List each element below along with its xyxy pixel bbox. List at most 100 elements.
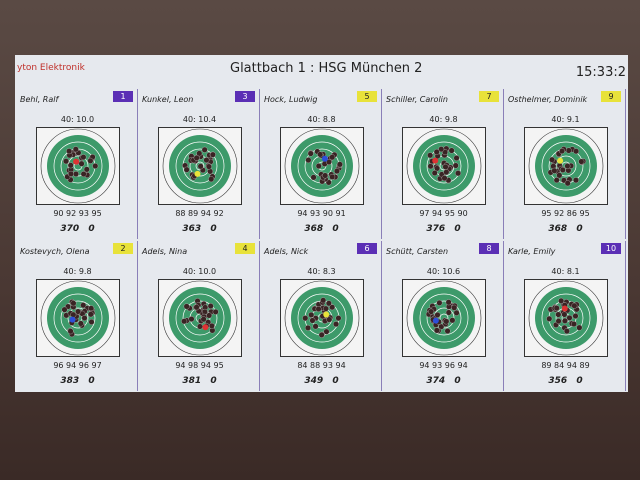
shot-hole xyxy=(80,154,87,161)
ring xyxy=(535,287,597,349)
series-scores: 89 84 94 89 xyxy=(541,361,590,370)
shot-hole xyxy=(72,146,79,153)
shot-hole xyxy=(431,170,438,176)
shot-hole xyxy=(207,303,214,310)
shot-hole xyxy=(205,163,212,170)
shot-hole xyxy=(315,163,322,169)
last-shot: 40: 9.8 xyxy=(63,267,92,276)
player-card: Schiller, Carolin 7 40: 9.8 97 94 95 90 376 … xyxy=(384,89,504,239)
shot-hole xyxy=(325,300,332,307)
ring xyxy=(419,141,469,191)
lane-badge: 4 xyxy=(235,243,255,254)
shot-hole xyxy=(317,151,324,158)
shot-hole xyxy=(203,157,210,164)
shot-hole xyxy=(427,163,434,170)
extra: 0 xyxy=(88,376,95,386)
total-score: 370 0 xyxy=(18,224,137,234)
extra: 0 xyxy=(332,376,339,386)
shot-hole xyxy=(197,163,204,170)
total-score: 381 0 xyxy=(140,376,259,386)
series-scores: 95 92 86 95 xyxy=(541,209,590,218)
last-shot-hole xyxy=(432,317,439,324)
lane-badge: 5 xyxy=(357,91,377,102)
last-shot-hole xyxy=(557,157,564,164)
shot-hole xyxy=(452,162,459,169)
total-score: 376 0 xyxy=(384,224,503,234)
shot-hole xyxy=(188,316,195,322)
ring xyxy=(426,300,462,336)
shot-hole xyxy=(571,302,578,309)
shot-hole xyxy=(88,319,95,325)
last-shot: 40: 8.8 xyxy=(307,115,336,124)
shot-hole xyxy=(87,311,94,318)
player-card: Schütt, Carsten 8 40: 10.6 94 93 96 94 374 0 xyxy=(384,241,504,391)
clock: 15:33:2 xyxy=(575,65,626,80)
ring xyxy=(60,300,96,336)
player-name: Schiller, Carolin xyxy=(386,95,448,104)
last-shot-hole xyxy=(69,316,76,323)
shot-hole xyxy=(433,327,440,334)
shot-hole xyxy=(555,311,562,318)
target xyxy=(158,127,242,205)
shot-hole xyxy=(73,171,79,177)
total: 374 xyxy=(426,376,446,386)
player-card: Hock, Ludwig 5 40: 8.8 94 93 90 91 368 0 xyxy=(262,89,382,239)
player-name: Hock, Ludwig xyxy=(264,95,318,104)
brand: yton Elektronik xyxy=(17,63,85,73)
shot-hole xyxy=(320,297,327,304)
ring xyxy=(419,293,469,343)
ring xyxy=(297,141,347,191)
lane-badge: 10 xyxy=(601,243,621,254)
shot-hole xyxy=(558,297,565,304)
target xyxy=(402,279,486,357)
shot-hole xyxy=(315,306,322,312)
total: 370 xyxy=(60,224,80,234)
ring xyxy=(528,128,604,204)
shot-hole xyxy=(63,158,70,165)
last-shot-hole xyxy=(323,311,330,318)
extra: 0 xyxy=(454,376,461,386)
shot-hole xyxy=(75,308,81,315)
shot-hole xyxy=(80,302,87,309)
player-card: Behl, Ralf 1 40: 10.0 90 92 93 95 370 0 xyxy=(18,89,138,239)
shot-hole xyxy=(571,321,577,327)
shot-hole xyxy=(329,304,336,311)
player-card: Kostevych, Olena 2 40: 9.8 96 94 96 97 383 0 xyxy=(18,241,138,391)
shot-hole xyxy=(555,318,562,325)
total-score: 368 0 xyxy=(506,224,625,234)
ring xyxy=(53,141,103,191)
shot-hole xyxy=(565,147,572,154)
ring xyxy=(297,293,347,343)
player-name: Schütt, Carsten xyxy=(386,247,449,256)
player-name: Karle, Emily xyxy=(508,247,556,256)
target xyxy=(158,279,242,357)
shot-hole xyxy=(197,323,203,330)
shot-hole xyxy=(181,318,188,325)
extra: 0 xyxy=(210,224,217,234)
last-shot: 40: 9.8 xyxy=(429,115,458,124)
target xyxy=(36,127,120,205)
lane-badge: 2 xyxy=(113,243,133,254)
extra: 0 xyxy=(576,224,583,234)
total-score: 363 0 xyxy=(140,224,259,234)
total: 356 xyxy=(548,376,568,386)
last-shot: 40: 8.1 xyxy=(551,267,580,276)
extra: 0 xyxy=(210,376,217,386)
lane-badge: 7 xyxy=(479,91,499,102)
shot-hole xyxy=(200,316,207,323)
player-name: Behl, Ralf xyxy=(20,95,59,104)
shot-hole xyxy=(559,166,566,173)
shot-hole xyxy=(428,308,435,315)
shot-hole xyxy=(433,148,440,155)
shot-hole xyxy=(443,169,450,176)
shot-hole xyxy=(438,323,445,330)
shot-hole xyxy=(453,155,460,161)
shot-hole xyxy=(333,321,340,328)
shot-hole xyxy=(559,148,565,155)
shot-hole xyxy=(442,163,449,170)
screen: yton Elektronik Glattbach 1 : HSG Münche… xyxy=(15,55,628,392)
shot-hole xyxy=(323,328,330,335)
shot-hole xyxy=(572,313,579,319)
shot-hole xyxy=(78,160,85,167)
shot-hole xyxy=(70,311,77,318)
